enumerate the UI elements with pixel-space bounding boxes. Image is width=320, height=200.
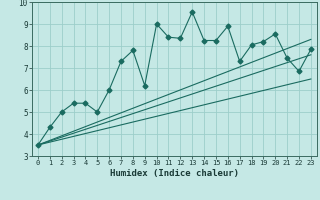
X-axis label: Humidex (Indice chaleur): Humidex (Indice chaleur) bbox=[110, 169, 239, 178]
